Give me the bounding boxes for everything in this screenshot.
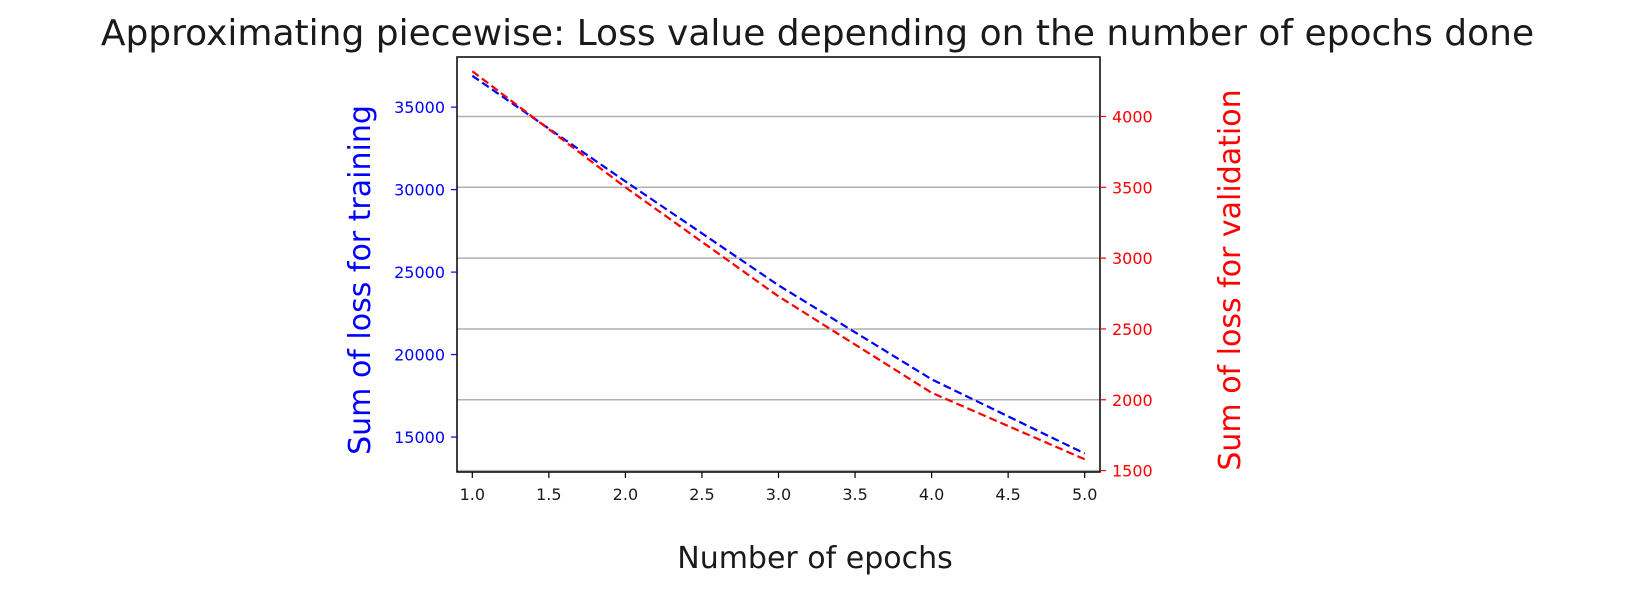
y-axis-right-ticks: 1500 2000 2500 3000 3500 4000 (1100, 107, 1153, 481)
series-line-left (471, 74, 1086, 455)
chart-title: Approximating piecewise: Loss value depe… (101, 13, 1534, 54)
x-tick-label: 2.5 (689, 485, 714, 504)
y-right-tick-label: 2500 (1112, 320, 1153, 339)
x-tick-label: 4.0 (919, 485, 944, 504)
x-tick-label: 1.5 (536, 485, 561, 504)
y-right-tick-label: 2000 (1112, 391, 1153, 410)
x-tick-label: 2.0 (613, 485, 638, 504)
y-axis-left-label: Sum of loss for training (343, 105, 378, 455)
y-right-tick-label: 3000 (1112, 249, 1153, 268)
y-left-tick-label: 30000 (394, 181, 445, 200)
x-axis-ticks: 1.0 1.5 2.0 2.5 3.0 3.5 4.0 4.5 5.0 (460, 472, 1097, 504)
y-right-tick-label: 4000 (1112, 107, 1153, 126)
series-line-right (471, 70, 1086, 461)
grid-lines (457, 115, 1100, 472)
series-lines (471, 70, 1086, 461)
y-left-tick-label: 35000 (394, 98, 445, 117)
x-tick-label: 5.0 (1072, 485, 1097, 504)
y-axis-left-ticks: 15000 20000 25000 30000 35000 (394, 98, 457, 447)
y-left-tick-label: 15000 (394, 428, 445, 447)
x-tick-label: 4.5 (995, 485, 1020, 504)
x-tick-label: 3.0 (766, 485, 791, 504)
y-left-tick-label: 25000 (394, 263, 445, 282)
x-axis-label: Number of epochs (677, 541, 953, 576)
plot-frame (456, 56, 1101, 473)
y-right-tick-label: 3500 (1112, 178, 1153, 197)
y-right-tick-label: 1500 (1112, 462, 1153, 481)
x-tick-label: 3.5 (842, 485, 867, 504)
y-left-tick-label: 20000 (394, 346, 445, 365)
x-tick-label: 1.0 (460, 485, 485, 504)
y-axis-right-label: Sum of loss for validation (1213, 89, 1248, 470)
